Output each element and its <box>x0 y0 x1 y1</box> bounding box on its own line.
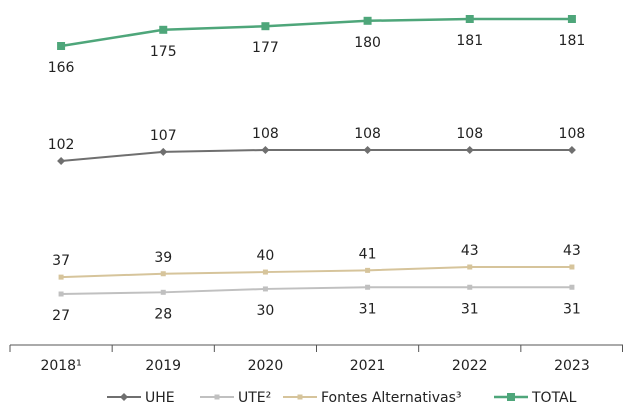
legend-item-uhe: UHE <box>107 390 175 405</box>
series-line-ute <box>61 286 572 295</box>
data-label-total: 175 <box>150 44 177 60</box>
data-label-total: 181 <box>456 33 483 49</box>
data-point-uhe <box>567 146 576 154</box>
data-label-ute: 28 <box>154 306 172 322</box>
x-tick-label: 2019 <box>145 358 181 374</box>
data-point-total <box>261 22 270 31</box>
data-label-uhe: 108 <box>252 126 279 142</box>
data-label-ute: 31 <box>563 301 581 317</box>
legend-marker <box>507 393 515 401</box>
data-label-fontes-alternativas: 41 <box>359 246 377 262</box>
data-label-ute: 31 <box>359 301 377 317</box>
data-label-ute: 30 <box>257 303 275 319</box>
series-fontes-alternativas <box>58 264 575 280</box>
data-label-uhe: 108 <box>456 126 483 142</box>
data-point-total <box>363 16 372 25</box>
data-point-fontes-alternativas <box>365 267 371 273</box>
data-label-total: 177 <box>252 40 279 56</box>
data-label-uhe: 108 <box>354 126 381 142</box>
data-point-fontes-alternativas <box>58 274 64 280</box>
legend-marker <box>214 394 220 400</box>
series-total <box>57 15 576 50</box>
x-tick-label: 2018¹ <box>40 358 81 374</box>
x-tick-label: 2023 <box>554 358 590 374</box>
data-point-fontes-alternativas <box>569 264 575 270</box>
x-tick-label: 2020 <box>248 358 284 374</box>
data-label-fontes-alternativas: 43 <box>563 243 581 259</box>
data-label-total: 181 <box>559 33 586 49</box>
data-point-total <box>567 15 576 23</box>
legend-label: TOTAL <box>531 390 577 405</box>
series-lines <box>57 15 576 297</box>
legend-label: Fontes Alternativas³ <box>321 390 462 405</box>
data-point-uhe <box>261 146 270 154</box>
data-label-total: 166 <box>48 60 75 76</box>
data-labels: 102 107 108 108 108 108 27 28 30 31 31 31 37 39 40 41 43… <box>48 33 586 324</box>
data-point-total <box>465 15 474 23</box>
data-point-ute <box>262 286 268 292</box>
data-label-fontes-alternativas: 37 <box>52 253 70 269</box>
series-uhe <box>57 146 576 165</box>
series-line-uhe <box>60 149 572 162</box>
x-tick-label: 2022 <box>452 358 488 374</box>
series-ute <box>58 284 575 297</box>
data-point-fontes-alternativas <box>160 271 166 277</box>
data-label-fontes-alternativas: 40 <box>257 248 275 264</box>
data-label-uhe: 102 <box>48 137 75 153</box>
data-label-uhe: 107 <box>150 128 177 144</box>
data-point-fontes-alternativas <box>262 269 268 275</box>
data-point-total <box>57 42 66 50</box>
data-label-ute: 27 <box>52 308 70 324</box>
series-line-fontes-alternativas <box>61 266 572 279</box>
data-point-uhe <box>159 147 168 156</box>
legend-marker <box>297 394 303 400</box>
legend-label: UTE² <box>238 390 271 405</box>
data-point-ute <box>569 284 575 290</box>
data-point-ute <box>58 291 64 297</box>
data-label-fontes-alternativas: 39 <box>154 250 172 266</box>
data-point-fontes-alternativas <box>467 264 473 270</box>
data-point-uhe <box>57 157 66 165</box>
data-label-uhe: 108 <box>559 126 586 142</box>
data-point-total <box>159 25 168 34</box>
legend: UHE UTE² Fontes Alternativas³ TOTAL <box>107 390 577 405</box>
series-line-total <box>60 17 572 48</box>
data-point-ute <box>160 289 166 295</box>
data-point-uhe <box>363 146 372 154</box>
legend-label: UHE <box>145 390 175 405</box>
x-tick-label: 2021 <box>350 358 386 374</box>
legend-item-fontes-alternativas: Fontes Alternativas³ <box>283 390 462 405</box>
data-point-ute <box>365 284 371 290</box>
data-label-fontes-alternativas: 43 <box>461 243 479 259</box>
data-point-ute <box>467 284 473 290</box>
legend-item-ute: UTE² <box>200 390 271 405</box>
data-label-ute: 31 <box>461 301 479 317</box>
data-point-uhe <box>465 146 474 154</box>
x-axis: 2018¹ 2019 2020 2021 2022 2023 <box>9 344 623 374</box>
data-label-total: 180 <box>354 35 381 51</box>
legend-item-total: TOTAL <box>494 390 577 405</box>
legend-marker <box>120 393 128 401</box>
